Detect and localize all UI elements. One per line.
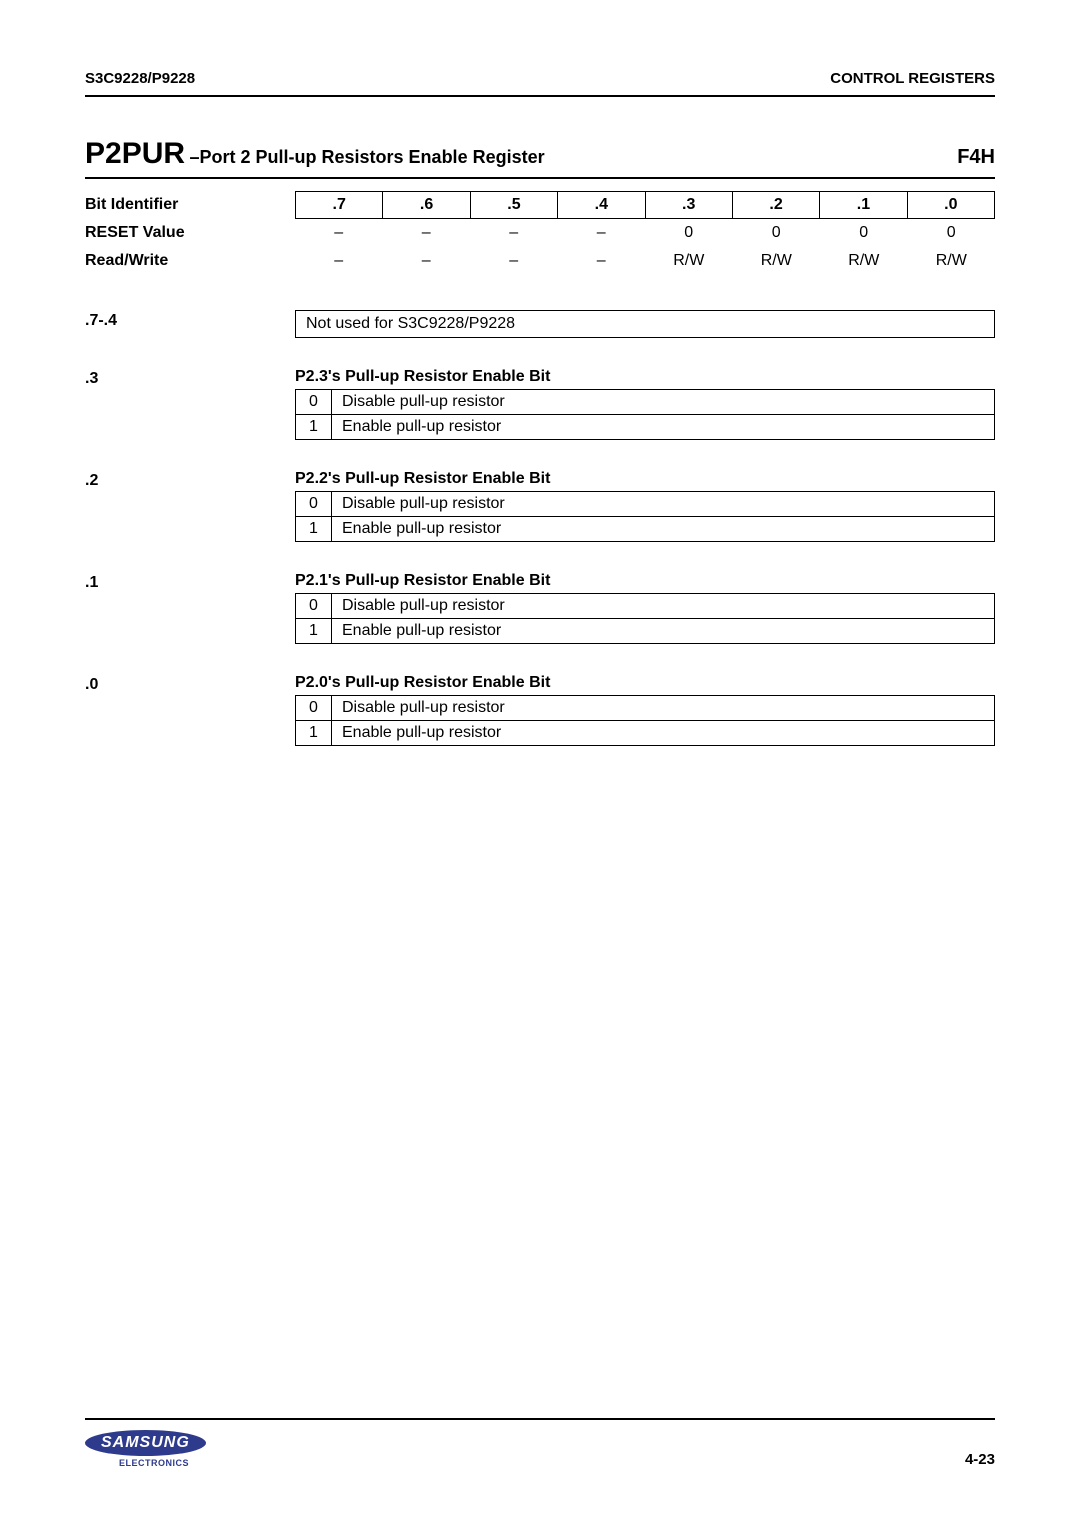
bit-option-code: 0 [296, 696, 332, 720]
header-right: CONTROL REGISTERS [830, 70, 995, 87]
page-number: 4-23 [965, 1451, 995, 1468]
bit-header-cell: .2 [733, 191, 820, 219]
bit-option-code: 1 [296, 415, 332, 439]
bit-header-cell: .6 [383, 191, 470, 219]
bit-header-cells: .7 .6 .5 .4 .3 .2 .1 .0 [295, 191, 995, 219]
bit-option-row: 0Disable pull-up resistor [296, 696, 994, 720]
bit-section-content: P2.3's Pull-up Resistor Enable Bit 0Disab… [295, 368, 995, 440]
bit-section-label: .1 [85, 572, 295, 644]
value-cell: R/W [733, 248, 821, 274]
register-name: P2PUR [85, 137, 185, 170]
bit-section-content: Not used for S3C9228/P9228 [295, 310, 995, 338]
value-cell: 0 [908, 220, 996, 246]
bit-option-code: 0 [296, 390, 332, 414]
bit-header-cell: .1 [820, 191, 907, 219]
value-cell: 0 [733, 220, 821, 246]
rw-label: Read/Write [85, 252, 295, 270]
bit-option-title: P2.0's Pull-up Resistor Enable Bit [295, 674, 995, 692]
value-cell: – [558, 248, 646, 274]
bit-section: .7-.4Not used for S3C9228/P9228 [85, 310, 995, 338]
bit-option-desc: Disable pull-up resistor [332, 492, 994, 516]
bit-option-row: 0Disable pull-up resistor [296, 594, 994, 618]
register-addr: F4H [957, 146, 995, 169]
bit-box: Not used for S3C9228/P9228 [295, 310, 995, 338]
rw-cells: – – – – R/W R/W R/W R/W [295, 248, 995, 274]
samsung-logo-sub: ELECTRONICS [119, 1458, 189, 1468]
bit-option-code: 0 [296, 594, 332, 618]
bit-option-desc: Disable pull-up resistor [332, 390, 994, 414]
bit-option-desc: Disable pull-up resistor [332, 696, 994, 720]
bit-option-table: 0Disable pull-up resistor1Enable pull-up… [295, 389, 995, 440]
register-desc: Port 2 Pull-up Resistors Enable Register [200, 147, 545, 167]
bit-header-cell: .0 [908, 191, 995, 219]
bit-option-row: 1Enable pull-up resistor [296, 414, 994, 439]
value-cell: 0 [645, 220, 733, 246]
bit-option-title: P2.3's Pull-up Resistor Enable Bit [295, 368, 995, 386]
value-cell: R/W [908, 248, 996, 274]
register-title-left: P2PUR –Port 2 Pull-up Resistors Enable R… [85, 137, 545, 171]
value-cell: – [558, 220, 646, 246]
bit-option-desc: Disable pull-up resistor [332, 594, 994, 618]
bit-section-content: P2.2's Pull-up Resistor Enable Bit 0Disab… [295, 470, 995, 542]
bit-option-table: 0Disable pull-up resistor1Enable pull-up… [295, 593, 995, 644]
reset-text: RESET Value [85, 224, 185, 241]
register-title-row: P2PUR –Port 2 Pull-up Resistors Enable R… [85, 137, 995, 179]
register-dash: – [190, 147, 200, 167]
value-cell: 0 [820, 220, 908, 246]
bit-option-row: 1Enable pull-up resistor [296, 516, 994, 541]
bit-option-code: 0 [296, 492, 332, 516]
value-cell: – [470, 220, 558, 246]
value-cell: – [470, 248, 558, 274]
value-cell: – [383, 220, 471, 246]
bit-option-row: 1Enable pull-up resistor [296, 618, 994, 643]
bit-header-cell: .4 [558, 191, 645, 219]
bit-option-code: 1 [296, 619, 332, 643]
bit-section-label: .3 [85, 368, 295, 440]
samsung-logo-text: SAMSUNG [85, 1430, 206, 1456]
value-cell: – [295, 248, 383, 274]
bit-option-desc: Enable pull-up resistor [332, 721, 994, 745]
bit-section-label: .2 [85, 470, 295, 542]
bit-option-row: 0Disable pull-up resistor [296, 492, 994, 516]
sections-container: .7-.4Not used for S3C9228/P9228 .3P2.3's … [85, 310, 995, 746]
value-cell: R/W [820, 248, 908, 274]
reset-value-cells: – – – – 0 0 0 0 [295, 220, 995, 246]
bit-option-title: P2.1's Pull-up Resistor Enable Bit [295, 572, 995, 590]
bit-section-label: .0 [85, 674, 295, 746]
bit-option-code: 1 [296, 721, 332, 745]
page-footer: SAMSUNG ELECTRONICS 4-23 [85, 1418, 995, 1468]
bit-identifier-row: Bit Identifier .7 .6 .5 .4 .3 .2 .1 .0 [85, 191, 995, 219]
bit-option-title: P2.2's Pull-up Resistor Enable Bit [295, 470, 995, 488]
bit-option-row: 1Enable pull-up resistor [296, 720, 994, 745]
bit-section-label: .7-.4 [85, 310, 295, 338]
bit-option-table: 0Disable pull-up resistor1Enable pull-up… [295, 695, 995, 746]
bit-option-desc: Enable pull-up resistor [332, 415, 994, 439]
value-cell: – [383, 248, 471, 274]
samsung-logo: SAMSUNG ELECTRONICS [85, 1430, 206, 1468]
bit-section: .2P2.2's Pull-up Resistor Enable Bit 0Dis… [85, 470, 995, 542]
bit-section: .0P2.0's Pull-up Resistor Enable Bit 0Dis… [85, 674, 995, 746]
bit-header-cell: .7 [295, 191, 383, 219]
bit-option-table: 0Disable pull-up resistor1Enable pull-up… [295, 491, 995, 542]
bit-header-cell: .5 [471, 191, 558, 219]
bit-identifier-label: Bit Identifier [85, 196, 295, 214]
reset-value-label: RESET Value [85, 224, 295, 242]
bit-option-row: 0Disable pull-up resistor [296, 390, 994, 414]
bit-section: .3P2.3's Pull-up Resistor Enable Bit 0Dis… [85, 368, 995, 440]
bit-section: .1P2.1's Pull-up Resistor Enable Bit 0Dis… [85, 572, 995, 644]
bit-option-desc: Enable pull-up resistor [332, 517, 994, 541]
bit-option-code: 1 [296, 517, 332, 541]
header-left: S3C9228/P9228 [85, 70, 195, 87]
reset-value-row: RESET Value – – – – 0 0 0 0 [85, 219, 995, 247]
page-header: S3C9228/P9228 CONTROL REGISTERS [85, 70, 995, 97]
rw-row: Read/Write – – – – R/W R/W R/W R/W [85, 247, 995, 275]
bit-option-desc: Enable pull-up resistor [332, 619, 994, 643]
value-cell: R/W [645, 248, 733, 274]
value-cell: – [295, 220, 383, 246]
bit-info-table: Bit Identifier .7 .6 .5 .4 .3 .2 .1 .0 R… [85, 191, 995, 275]
bit-section-content: P2.0's Pull-up Resistor Enable Bit 0Disab… [295, 674, 995, 746]
bit-section-content: P2.1's Pull-up Resistor Enable Bit 0Disab… [295, 572, 995, 644]
bit-header-cell: .3 [646, 191, 733, 219]
